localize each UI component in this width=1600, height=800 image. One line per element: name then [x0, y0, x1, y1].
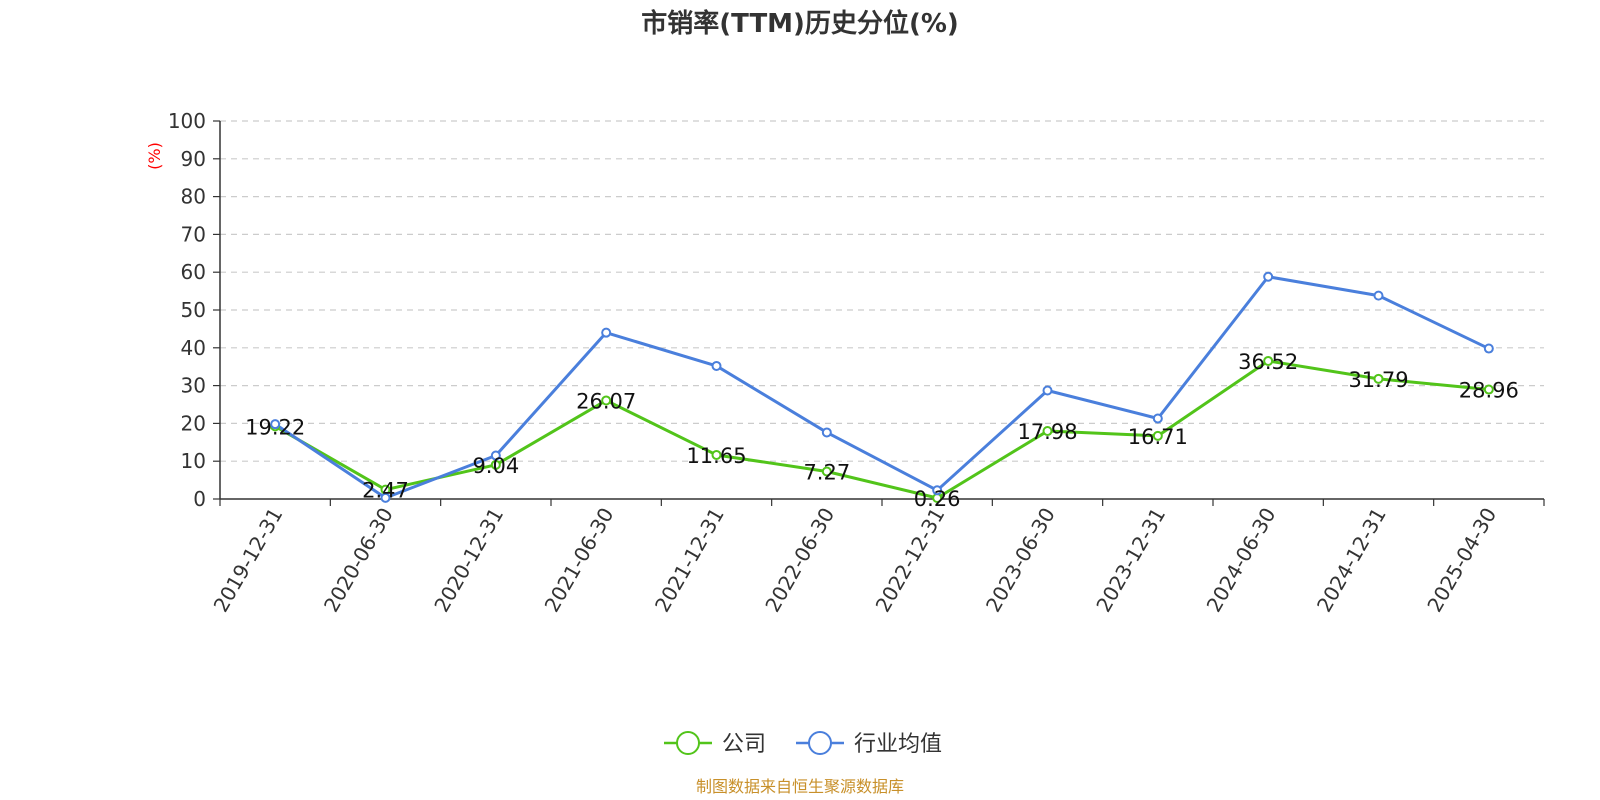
- data-point[interactable]: [821, 427, 832, 438]
- legend-marker: [676, 731, 700, 755]
- x-tick-label: 2020-12-31: [429, 504, 508, 617]
- data-point[interactable]: [711, 360, 722, 371]
- data-point[interactable]: [601, 327, 612, 338]
- x-tick-label: 2019-12-31: [209, 504, 288, 617]
- x-tick-label: 2022-12-31: [871, 504, 950, 617]
- y-tick-label: 20: [181, 411, 206, 435]
- data-point[interactable]: [1483, 384, 1494, 395]
- x-tick-label: 2021-12-31: [650, 504, 729, 617]
- y-tick-label: 40: [181, 336, 206, 360]
- series-line: [274, 359, 1489, 500]
- data-label: 26.07: [576, 389, 636, 413]
- y-axis-label: (%): [145, 142, 164, 170]
- series-line: [274, 275, 1490, 500]
- y-tick-label: 80: [181, 185, 206, 209]
- data-labels: 19.22 2.47 9.04 26.07 11.65 7.27 0.26 17.98 16.7…: [245, 350, 1519, 511]
- data-point[interactable]: [380, 492, 391, 503]
- legend-item[interactable]: 行业均值: [796, 731, 942, 757]
- x-tick-label: 2020-06-30: [319, 504, 398, 617]
- y-axis-ticks: 0 10 20 30 40 50 60 70 80 90 100: [168, 109, 220, 511]
- data-point[interactable]: [1042, 426, 1053, 437]
- legend-item[interactable]: 公司: [664, 731, 766, 757]
- x-tick-label: 2023-06-30: [981, 504, 1060, 617]
- data-point[interactable]: [1263, 271, 1274, 282]
- data-point[interactable]: [490, 450, 501, 461]
- gridlines: [220, 120, 1544, 462]
- series-group: [270, 271, 1494, 504]
- y-tick-label: 30: [181, 374, 206, 398]
- x-tick-label: 2022-06-30: [760, 504, 839, 617]
- data-label: 19.22: [245, 415, 305, 439]
- data-label: 16.71: [1128, 425, 1188, 449]
- y-tick-label: 50: [181, 298, 206, 322]
- data-point[interactable]: [1152, 413, 1163, 424]
- chart-title: 市销率(TTM)历史分位(%): [641, 8, 959, 39]
- data-point[interactable]: [601, 395, 612, 406]
- data-label: 7.27: [803, 461, 850, 485]
- data-label: 28.96: [1459, 379, 1519, 403]
- legend[interactable]: 公司 行业均值: [664, 731, 942, 757]
- data-point[interactable]: [821, 466, 832, 477]
- data-label: 17.98: [1017, 420, 1077, 444]
- legend-label: 行业均值: [854, 732, 942, 757]
- data-label: 36.52: [1238, 350, 1298, 374]
- x-tick-label: 2021-06-30: [540, 504, 619, 617]
- data-point[interactable]: [1373, 290, 1384, 301]
- data-label: 2.47: [362, 479, 409, 503]
- data-label: 9.04: [472, 454, 519, 478]
- data-label: 11.65: [686, 444, 746, 468]
- x-tick-label: 2024-06-30: [1202, 504, 1281, 617]
- x-axis-ticks: 2019-12-31 2020-06-30 2020-12-31 2021-06-30…: [209, 499, 1545, 617]
- source-note: 制图数据来自恒生聚源数据库: [696, 777, 904, 796]
- data-point[interactable]: [1483, 343, 1494, 354]
- data-point[interactable]: [1042, 385, 1053, 396]
- y-tick-label: 90: [181, 147, 206, 171]
- data-point[interactable]: [490, 459, 501, 470]
- data-point[interactable]: [711, 449, 722, 460]
- x-tick-label: 2023-12-31: [1091, 504, 1170, 617]
- data-label: 0.26: [914, 487, 961, 511]
- data-point[interactable]: [1373, 373, 1384, 384]
- legend-label: 公司: [722, 732, 766, 757]
- x-tick-label: 2025-04-30: [1422, 504, 1501, 617]
- y-tick-label: 10: [181, 449, 206, 473]
- y-tick-label: 0: [193, 487, 206, 511]
- data-point[interactable]: [270, 419, 281, 430]
- y-tick-label: 70: [181, 222, 206, 246]
- y-tick-label: 60: [181, 260, 206, 284]
- data-point[interactable]: [1263, 355, 1274, 366]
- y-tick-label: 100: [168, 109, 206, 133]
- data-point[interactable]: [1152, 430, 1163, 441]
- legend-marker: [808, 731, 832, 755]
- data-point[interactable]: [932, 485, 943, 496]
- data-label: 31.79: [1348, 368, 1408, 392]
- x-tick-label: 2024-12-31: [1312, 504, 1391, 617]
